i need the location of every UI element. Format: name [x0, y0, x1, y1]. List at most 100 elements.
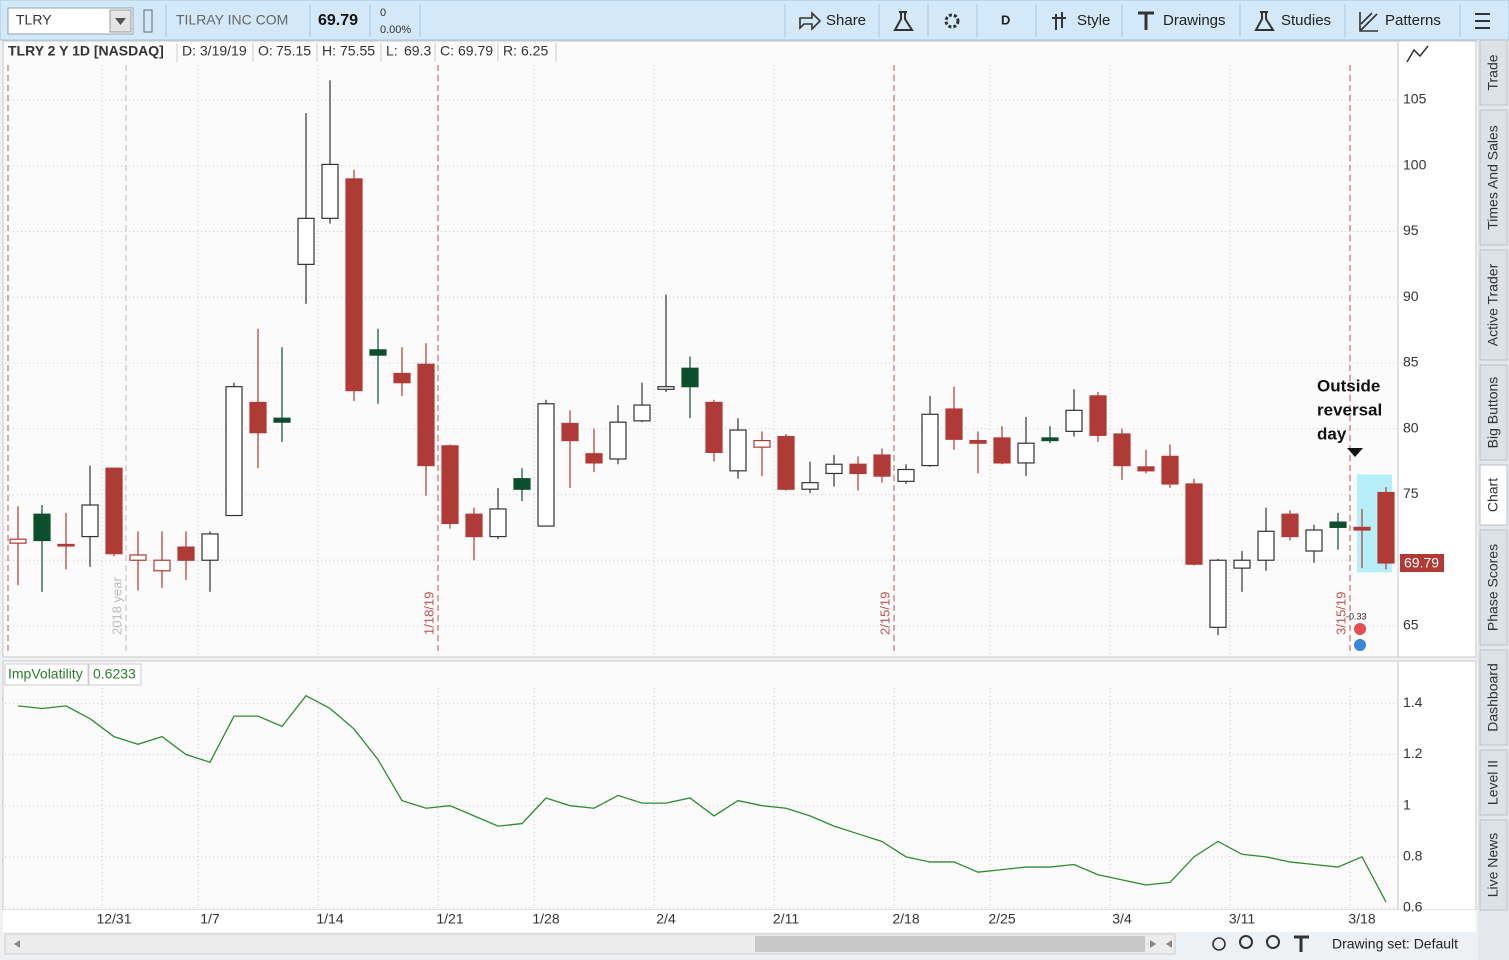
marker-label: 3/15/19 — [1333, 592, 1348, 635]
candle-body — [177, 546, 195, 561]
candle-body — [1329, 521, 1347, 528]
y-tick-label: 0.6 — [1403, 899, 1423, 915]
candle-body — [753, 439, 771, 448]
toolbar-button[interactable]: Patterns — [1385, 12, 1441, 29]
toolbar-button[interactable]: Studies — [1281, 12, 1331, 29]
sidebar-tab-label[interactable]: Trade — [1485, 54, 1501, 90]
y-tick-label: 90 — [1403, 288, 1419, 304]
link-icon[interactable] — [143, 9, 153, 33]
candle-body — [9, 538, 27, 544]
header-value: 75.55 — [340, 43, 375, 59]
candle-body — [369, 349, 387, 356]
candle-body — [249, 401, 267, 434]
sidebar-tab-label[interactable]: Phase Scores — [1485, 544, 1501, 631]
company-name: TILRAY INC COM — [176, 12, 288, 28]
share-icon — [799, 11, 822, 31]
candle-body — [153, 559, 171, 572]
candle-body — [201, 533, 219, 561]
candle-body — [441, 445, 459, 525]
candle-body — [969, 439, 987, 444]
bar-date: D: 3/19/19 — [182, 43, 247, 59]
candle-body — [1065, 409, 1083, 432]
flask-icon[interactable] — [893, 11, 914, 31]
event-icon — [1354, 623, 1366, 635]
candle-body — [273, 417, 291, 423]
candle-body — [657, 386, 675, 390]
candle-body — [585, 453, 603, 464]
x-tick-label: 1/7 — [200, 911, 220, 927]
candle-body — [129, 554, 147, 561]
candle-body — [1089, 395, 1107, 436]
sidebar-tab[interactable] — [1479, 529, 1508, 646]
chart-settings-icon[interactable] — [1406, 45, 1429, 63]
sidebar-tab[interactable] — [1479, 249, 1508, 361]
sidebar-tab-label[interactable]: Chart — [1485, 478, 1501, 512]
sidebar-tab[interactable] — [1479, 464, 1508, 526]
candle-body — [1137, 466, 1155, 472]
header-label: L: — [386, 43, 398, 59]
sidebar-tab-label[interactable]: Live News — [1485, 833, 1501, 898]
patterns-icon — [1359, 12, 1378, 32]
x-tick-label: 3/4 — [1112, 911, 1132, 927]
header-value: 69.79 — [458, 43, 493, 59]
sidebar-tab[interactable] — [1479, 819, 1508, 911]
text-tool-icon[interactable] — [1294, 935, 1309, 952]
sidebar-tab[interactable] — [1479, 39, 1508, 106]
candle-body — [561, 422, 579, 442]
x-tick-label: 3/18 — [1348, 911, 1375, 927]
marker-label: 1/18/19 — [421, 592, 436, 635]
event-value: -0.33 — [1346, 611, 1367, 621]
candle-body — [1281, 513, 1299, 538]
scroll-thumb[interactable] — [755, 936, 1145, 952]
candle-body — [801, 482, 819, 490]
candle-body — [417, 363, 435, 467]
percent-change: 0.00% — [380, 24, 411, 36]
sidebar-tab[interactable] — [1479, 649, 1508, 746]
net-change: 0 — [380, 7, 386, 19]
candle-body — [633, 404, 651, 422]
study-name: ImpVolatility — [8, 666, 83, 682]
crosshair-icon[interactable] — [1212, 937, 1226, 951]
toolbar-button[interactable]: Share — [826, 12, 866, 29]
sidebar-tab[interactable] — [1479, 749, 1508, 816]
sidebar-tab-label[interactable]: Level II — [1485, 760, 1501, 805]
marker-label: 2/15/19 — [877, 592, 892, 635]
time-axis — [3, 910, 1476, 932]
gear-icon[interactable] — [944, 13, 960, 29]
zoom-out-icon[interactable] — [1266, 935, 1280, 949]
symbol: TLRY — [16, 12, 52, 28]
sidebar-tab[interactable] — [1479, 109, 1508, 246]
study-panel — [2, 660, 1477, 911]
toolbar-button[interactable]: Style — [1077, 12, 1110, 29]
candle-body — [321, 163, 339, 219]
candle-body — [1233, 559, 1251, 569]
menu-icon[interactable] — [1475, 13, 1490, 29]
scroll-left[interactable] — [14, 940, 20, 948]
sidebar-tab-label[interactable]: Active Trader — [1485, 263, 1501, 346]
candle-body — [81, 504, 99, 538]
zoom-in-icon[interactable] — [1239, 935, 1253, 949]
header-label: R: — [503, 43, 517, 59]
y-tick-label: 1.4 — [1403, 694, 1423, 710]
sidebar-tab-label[interactable]: Dashboard — [1485, 663, 1501, 732]
y-tick-label: 1 — [1403, 796, 1411, 812]
header-value: 75.15 — [276, 43, 311, 59]
scroll-arrows[interactable] — [1150, 940, 1172, 948]
header-label: O: — [258, 43, 273, 59]
annotation-arrow — [1347, 448, 1363, 457]
sidebar-tab-label[interactable]: Times And Sales — [1485, 125, 1501, 230]
study-axis — [1397, 660, 1477, 911]
annotation: day — [1317, 424, 1347, 443]
event-icon — [1354, 639, 1366, 651]
sidebar-tab[interactable] — [1479, 364, 1508, 461]
sidebar-tab-label[interactable]: Big Buttons — [1485, 377, 1501, 449]
candle-body — [297, 217, 315, 265]
y-tick-label: 85 — [1403, 354, 1419, 370]
toolbar-button[interactable]: Drawings — [1163, 12, 1226, 29]
header-label: C: — [440, 43, 454, 59]
y-tick-label: 105 — [1403, 91, 1427, 107]
header-label: H: — [322, 43, 336, 59]
toolbar-button[interactable]: D — [1001, 12, 1010, 27]
candle-body — [1377, 491, 1395, 564]
